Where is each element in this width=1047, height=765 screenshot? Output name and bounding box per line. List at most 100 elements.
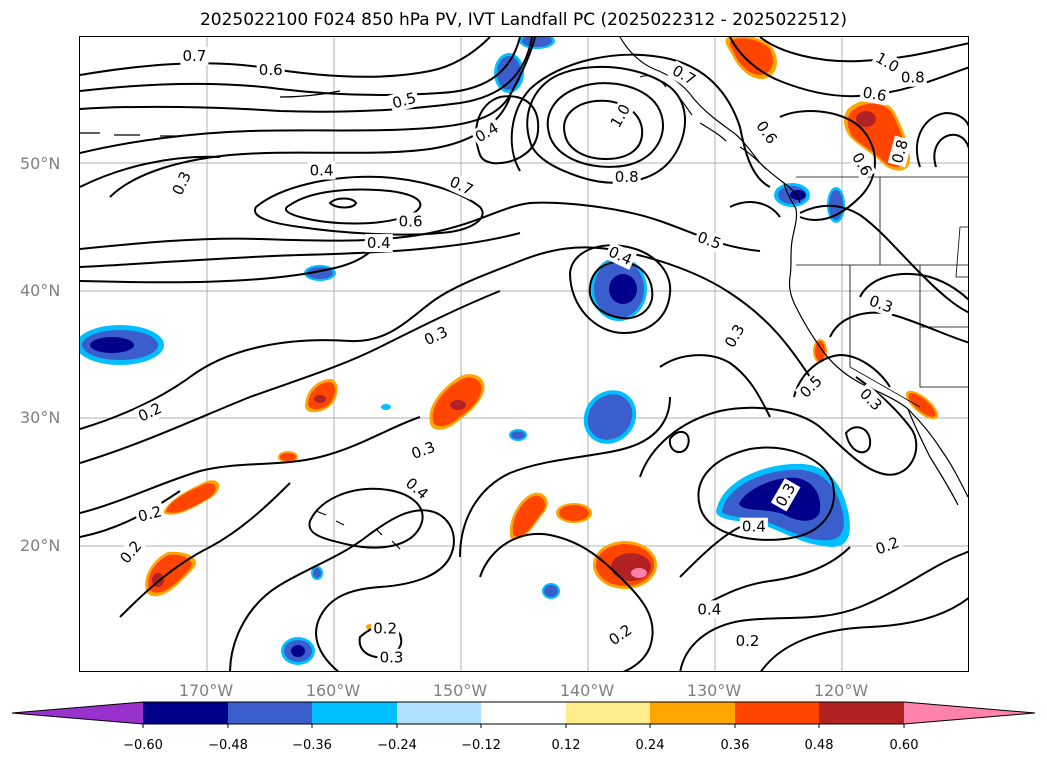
contour-label-bg — [377, 648, 406, 667]
contour-label-bg — [396, 212, 425, 231]
colorbar-bin — [650, 702, 735, 724]
contour-label: 0.2 — [605, 621, 635, 649]
contour-label-bg — [887, 135, 913, 168]
colorbar-bin — [312, 702, 397, 724]
contour-label-bg — [167, 166, 196, 200]
blue-blob — [80, 325, 164, 365]
blue-blob — [311, 566, 323, 580]
blue-blob — [583, 390, 637, 444]
contour-label-bg — [470, 117, 504, 148]
blue-blob — [381, 404, 391, 410]
contour-label: 0.2 — [373, 619, 397, 637]
state-borders — [796, 176, 968, 408]
colorbar-tick: −0.12 — [461, 738, 501, 753]
blue-blob — [509, 429, 527, 441]
contour-label-bg — [114, 535, 147, 569]
contour-label-bg — [794, 370, 828, 404]
colorbar-tick: −0.60 — [123, 738, 163, 753]
contour-label-bg — [770, 478, 801, 512]
colorbar-tick: 0.48 — [804, 738, 834, 753]
contour-label-bg — [898, 68, 927, 87]
contour-label-bg — [605, 99, 636, 133]
contour-label-bg — [859, 82, 890, 106]
orange-blob — [593, 541, 657, 589]
contour-label-bg — [371, 619, 400, 638]
contour-label-bg — [307, 161, 336, 180]
colorbar-bin — [481, 702, 566, 724]
colorbar — [11, 701, 1036, 728]
orange-blob — [278, 451, 298, 463]
colorbar-extend-left — [12, 702, 143, 724]
colorbar-bin — [566, 702, 650, 724]
contour-label-bg — [603, 619, 637, 651]
colorbar-tick: −0.48 — [208, 738, 248, 753]
colorbar-tick: −0.24 — [377, 738, 417, 753]
contour-label-bg — [407, 437, 440, 464]
contour-label: 0.2 — [116, 537, 145, 567]
map-canvas: 0.70.60.50.40.3 0.40.70.60.41.00.80.50.40… — [80, 37, 968, 671]
positive-anomaly-regions — [145, 37, 939, 630]
contour-label: 0.2 — [736, 632, 760, 650]
lon-label-130w: 130°W — [686, 681, 742, 700]
contour-label-bg — [612, 167, 641, 186]
orange-blob — [163, 480, 220, 515]
contour-label-bg — [870, 47, 904, 78]
lon-label-160w: 160°W — [305, 681, 361, 700]
contour-label: 0.6 — [752, 117, 780, 147]
contour-label: 0.7 — [182, 47, 206, 65]
contour-label-bg — [854, 383, 888, 416]
contour-label-bg — [751, 115, 782, 150]
contour-label-bg — [388, 88, 421, 113]
blue-blob — [774, 183, 810, 207]
contour-label-bg — [695, 600, 724, 619]
contour-label: 0.2 — [136, 502, 164, 526]
contour-label: 0.3 — [856, 385, 886, 415]
contour-label: 0.5 — [390, 89, 418, 113]
colorbar-tick: 0.36 — [720, 738, 750, 753]
colorbar-tick: 0.60 — [889, 738, 919, 753]
contour-label: 0.8 — [888, 138, 912, 166]
map-panel[interactable]: 0.7 0.6 0.5 0.4 0.3 0.4 0.7 0.6 0.4 1.0 0.8 0.5 0.4 0… — [79, 36, 969, 672]
blue-blob — [519, 37, 555, 49]
orange-blob — [556, 503, 592, 523]
gridlines — [80, 37, 968, 671]
colorbar-bin — [735, 702, 819, 724]
contour-label-bg — [364, 234, 393, 253]
contour-label-bg — [444, 171, 478, 200]
contour-label-bg — [719, 319, 750, 353]
contour-label: 0.6 — [399, 212, 423, 230]
orange-blob — [509, 492, 548, 540]
orange-blob — [725, 37, 777, 79]
contour-label-bg — [134, 501, 166, 527]
contour-label-bg — [667, 60, 701, 90]
contour-label-bg — [133, 398, 167, 427]
lat-label-40n: 40°N — [20, 281, 61, 300]
lon-label-140w: 140°W — [559, 681, 615, 700]
contour-label: 0.6 — [861, 83, 888, 105]
coastlines — [80, 37, 968, 550]
lat-label-20n: 20°N — [20, 536, 61, 555]
contour-label: 0.4 — [402, 474, 432, 503]
blue-blob — [542, 583, 560, 599]
contour-label-bg — [871, 532, 904, 560]
lat-label-50n: 50°N — [20, 154, 61, 173]
contour-label: 0.6 — [259, 61, 283, 79]
colorbar-bin — [228, 702, 312, 724]
contour-label: 0.3 — [380, 649, 404, 667]
map-title: 2025022100 F024 850 hPa PV, IVT Landfall… — [199, 10, 847, 30]
contour-label-bg — [864, 290, 898, 318]
pv-contours — [80, 37, 968, 671]
orange-blob — [305, 379, 338, 413]
contour-label-bg — [419, 321, 453, 350]
colorbar-tick: 0.12 — [551, 738, 581, 753]
contour-label-bg — [739, 517, 768, 536]
contour-label-bg — [603, 241, 637, 270]
lon-label-170w: 170°W — [178, 681, 234, 700]
colorbar-tick: 0.24 — [635, 738, 665, 753]
colorbar-tick: −0.36 — [292, 738, 332, 753]
colorbar-bin — [819, 702, 904, 724]
orange-blob — [429, 374, 485, 430]
contour-label-bg — [256, 61, 285, 80]
contour-label-bg — [733, 632, 762, 651]
contour-label: 0.4 — [310, 162, 334, 180]
